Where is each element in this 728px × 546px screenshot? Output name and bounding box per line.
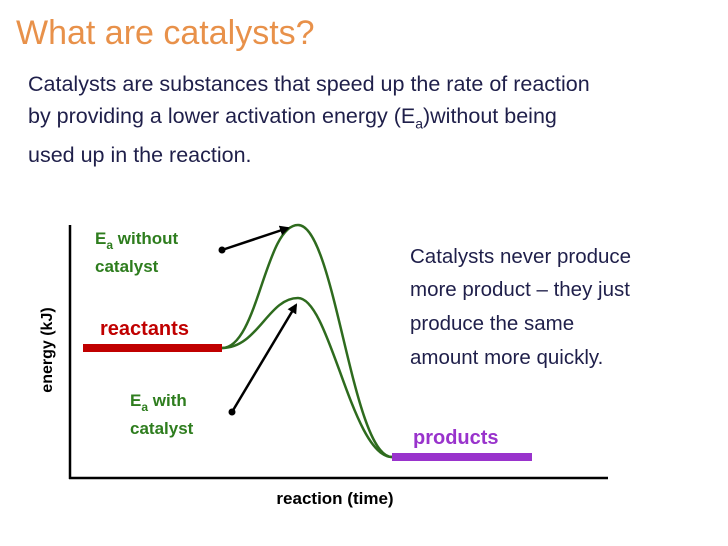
catalysed-curve (221, 296, 393, 459)
subscript: a (415, 115, 423, 132)
note-line: more product – they just (410, 278, 630, 301)
subscript: a (141, 400, 148, 414)
with-catalyst-label: Ea with catalyst (130, 391, 194, 438)
intro-text: Catalysts are substances that speed up t… (28, 68, 590, 171)
y-axis-label: energy (kJ) (39, 307, 56, 392)
note-line: produce the same (410, 312, 574, 335)
note: Catalysts never produce more product – t… (410, 245, 631, 369)
arrow (230, 303, 298, 413)
symbol: E (130, 391, 141, 410)
note-line: amount more quickly. (410, 346, 603, 369)
text: with (148, 391, 187, 410)
intro-line: Catalysts are substances that speed up t… (28, 72, 590, 96)
text: without (113, 229, 178, 248)
arrow (221, 225, 290, 252)
slide-title: What are catalysts? (16, 14, 315, 52)
intro-line: by providing a lower activation energy (… (28, 100, 590, 139)
intro-line: used up in the reaction. (28, 143, 252, 168)
subscript: a (106, 238, 113, 252)
symbol: E (95, 229, 106, 248)
products-label: products (413, 427, 499, 449)
text: catalyst (95, 257, 159, 276)
uncatalysed-curve (221, 223, 393, 459)
text: )without being (423, 104, 557, 128)
without-catalyst-label: Ea without catalyst (95, 229, 179, 276)
text: by providing a lower activation energy (… (28, 104, 416, 128)
x-axis-label: reaction (time) (276, 489, 393, 508)
reactants-label: reactants (100, 318, 189, 340)
text: catalyst (130, 419, 194, 438)
note-line: Catalysts never produce (410, 245, 631, 268)
